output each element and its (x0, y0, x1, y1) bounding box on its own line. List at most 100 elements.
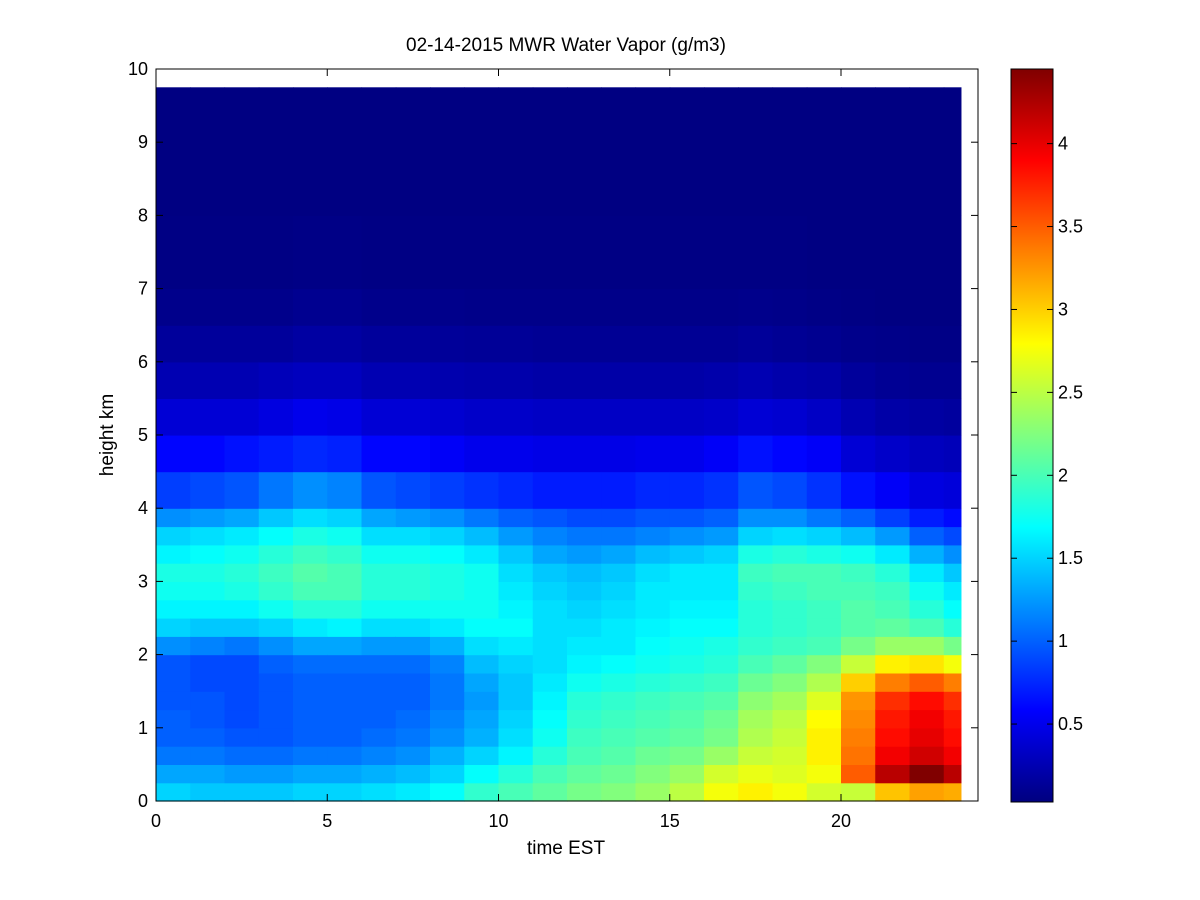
heatmap-cell (498, 636, 534, 656)
heatmap-cell (293, 508, 328, 528)
heatmap-cell (224, 618, 260, 637)
heatmap-cell (738, 361, 774, 399)
x-tick-label: 10 (488, 811, 508, 831)
heatmap-cell (875, 727, 911, 747)
heatmap-cell (567, 672, 602, 692)
heatmap-cell (224, 691, 260, 711)
heatmap-cell (430, 618, 465, 637)
heatmap-cell (635, 782, 671, 802)
heatmap-cell (293, 672, 328, 692)
heatmap-cell (258, 727, 294, 747)
heatmap-cell (258, 288, 294, 326)
heatmap-cell (430, 782, 465, 802)
heatmap-cell (635, 435, 671, 473)
heatmap-cell (567, 435, 602, 473)
heatmap-cell (635, 764, 671, 784)
heatmap-cell (943, 435, 962, 473)
heatmap-cell (909, 764, 945, 784)
heatmap-cell (190, 508, 226, 528)
heatmap-cell (635, 563, 671, 582)
heatmap-cell (943, 636, 962, 656)
heatmap-cell (875, 618, 911, 637)
heatmap-cell (635, 599, 671, 619)
heatmap-cell (909, 599, 945, 619)
heatmap-cell (704, 325, 739, 363)
heatmap-cell (875, 782, 911, 802)
heatmap-cell (909, 636, 945, 656)
heatmap-cell (738, 581, 774, 601)
y-axis-label: height km (97, 394, 118, 476)
heatmap-cell (806, 727, 842, 747)
heatmap-cell (361, 672, 397, 692)
heatmap-cell (669, 563, 705, 582)
heatmap-cell (293, 782, 328, 802)
heatmap-cell (567, 544, 602, 564)
heatmap-cell (361, 636, 397, 656)
heatmap-cell (498, 508, 534, 528)
heatmap-cell (464, 398, 500, 436)
colorbar-tick-label: 3 (1058, 299, 1068, 319)
heatmap-cell (361, 87, 397, 216)
heatmap-cell (258, 709, 294, 729)
heatmap-cell (875, 581, 911, 601)
heatmap-cell (875, 288, 911, 326)
heatmap-cell (224, 672, 260, 692)
heatmap-cell (669, 599, 705, 619)
heatmap-cell (258, 325, 294, 363)
heatmap-cell (704, 672, 739, 692)
heatmap-cell (738, 691, 774, 711)
heatmap-cell (327, 215, 363, 290)
heatmap-cell (635, 215, 671, 290)
heatmap-cell (635, 636, 671, 656)
heatmap-cell (738, 325, 774, 363)
heatmap-cell (156, 215, 191, 290)
heatmap-cell (258, 398, 294, 436)
heatmap-cell (738, 435, 774, 473)
x-tick-label: 15 (660, 811, 680, 831)
heatmap-cell (875, 398, 911, 436)
heatmap-cell (498, 398, 534, 436)
heatmap-cell (293, 288, 328, 326)
heatmap-cell (601, 581, 637, 601)
heatmap-cell (669, 526, 705, 546)
heatmap-cell (293, 563, 328, 582)
heatmap-cell (909, 563, 945, 582)
heatmap-cell (361, 435, 397, 473)
heatmap-cell (293, 654, 328, 674)
heatmap-cell (601, 544, 637, 564)
heatmap-cell (156, 709, 191, 729)
heatmap-cell (430, 87, 465, 216)
heatmap-cell (909, 709, 945, 729)
heatmap-cell (498, 526, 534, 546)
heatmap-cell (327, 526, 363, 546)
heatmap-cell (841, 599, 876, 619)
heatmap-cell (601, 746, 637, 765)
heatmap-cell (943, 709, 962, 729)
heatmap-cell (361, 764, 397, 784)
heatmap-cell (943, 746, 962, 765)
heatmap-cell (806, 544, 842, 564)
heatmap-cell (669, 361, 705, 399)
heatmap-cell (190, 746, 226, 765)
heatmap-cell (669, 435, 705, 473)
heatmap-cell (806, 471, 842, 509)
heatmap-cell (430, 709, 465, 729)
heatmap-cell (190, 361, 226, 399)
heatmap-cell (395, 764, 431, 784)
heatmap-cell (361, 544, 397, 564)
heatmap-cell (635, 581, 671, 601)
heatmap-cell (327, 544, 363, 564)
heatmap-cell (841, 288, 876, 326)
heatmap-cell (532, 563, 568, 582)
heatmap-cell (498, 599, 534, 619)
heatmap-cell (669, 215, 705, 290)
heatmap-cell (395, 599, 431, 619)
heatmap-cell (806, 691, 842, 711)
heatmap-cell (772, 361, 808, 399)
heatmap-cell (361, 361, 397, 399)
heatmap-cell (772, 727, 808, 747)
heatmap-cell (875, 361, 911, 399)
heatmap-cell (943, 599, 962, 619)
heatmap-cell (704, 471, 739, 509)
heatmap-cell (635, 398, 671, 436)
